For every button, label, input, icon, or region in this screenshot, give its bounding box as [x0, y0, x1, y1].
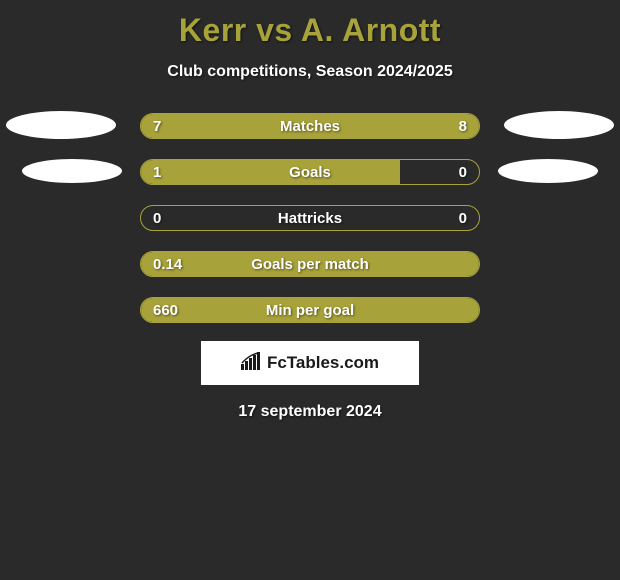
bar-right-fill [299, 114, 479, 138]
date-text: 17 september 2024 [0, 403, 620, 421]
stat-left-value: 7 [153, 114, 161, 138]
brand-badge: FcTables.com [201, 341, 419, 385]
player-right-marker [498, 159, 598, 183]
stat-left-value: 1 [153, 160, 161, 184]
bar-track: 0 Hattricks 0 [140, 205, 480, 231]
bar-track: 0.14 Goals per match [140, 251, 480, 277]
bar-track: 660 Min per goal [140, 297, 480, 323]
stat-right-value: 8 [459, 114, 467, 138]
stat-left-value: 660 [153, 298, 178, 322]
subtitle: Club competitions, Season 2024/2025 [0, 63, 620, 81]
stat-row: 660 Min per goal [0, 295, 620, 325]
stat-label: Hattricks [141, 206, 479, 230]
stat-right-value: 0 [459, 160, 467, 184]
page-title: Kerr vs A. Arnott [0, 0, 620, 49]
player-left-marker [6, 111, 116, 139]
stat-row: 0 Hattricks 0 [0, 203, 620, 233]
bar-track: 1 Goals 0 [140, 159, 480, 185]
bar-track: 7 Matches 8 [140, 113, 480, 139]
stat-row: 0.14 Goals per match [0, 249, 620, 279]
brand-label: FcTables.com [267, 353, 379, 373]
stat-right-value: 0 [459, 206, 467, 230]
chart-bars-icon [241, 352, 263, 375]
bar-left-fill [141, 160, 400, 184]
bar-left-fill [141, 114, 299, 138]
bar-left-fill [141, 252, 479, 276]
stat-row: 1 Goals 0 [0, 157, 620, 187]
stat-left-value: 0.14 [153, 252, 182, 276]
player-left-marker [22, 159, 122, 183]
stat-row: 7 Matches 8 [0, 111, 620, 141]
comparison-chart: 7 Matches 8 1 Goals 0 0 Hattricks 0 0.14… [0, 111, 620, 325]
stat-left-value: 0 [153, 206, 161, 230]
brand-text: FcTables.com [241, 352, 379, 375]
player-right-marker [504, 111, 614, 139]
bar-left-fill [141, 298, 479, 322]
